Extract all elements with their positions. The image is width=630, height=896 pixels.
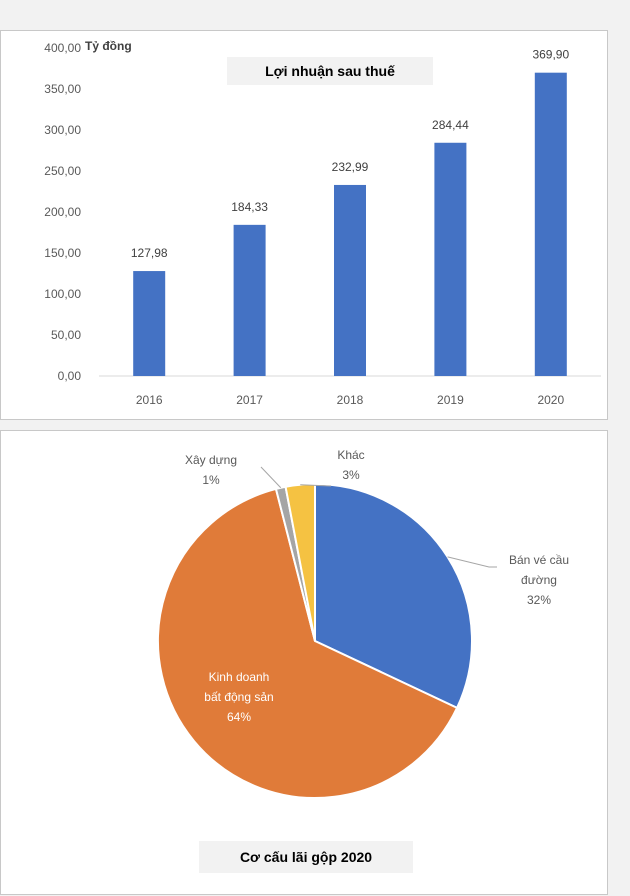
bar-chart-panel: 0,00 50,00 100,00 150,00 200,00 250,00 300,00 3… [0, 30, 608, 420]
pie-percent-label: 64% [227, 710, 251, 724]
pie-slice [157, 487, 459, 799]
pie-percent-label: 1% [202, 473, 220, 487]
bar-chart: 0,00 50,00 100,00 150,00 200,00 250,00 300,00 3… [44, 39, 601, 407]
bar-data-label: 184,33 [231, 200, 268, 214]
pie-category-label: Khác [337, 448, 364, 462]
bar [534, 72, 567, 376]
y-tick-label: 250,00 [44, 164, 81, 178]
bar-data-label: 369,90 [532, 48, 569, 62]
pie-leader-line [300, 484, 332, 487]
bar-data-label: 127,98 [131, 246, 168, 260]
pie-category-label: Kinh doanh [209, 670, 270, 684]
y-tick-label: 0,00 [58, 369, 82, 383]
pie-leader-line [447, 556, 497, 568]
pie-category-label: bất động sản [204, 690, 273, 704]
y-tick-label: 350,00 [44, 82, 81, 96]
x-tick-label: 2018 [337, 393, 364, 407]
pie-percent-label: 32% [527, 593, 551, 607]
pie-slice [314, 482, 473, 710]
bar-data-label: 232,99 [332, 160, 369, 174]
bar [133, 271, 166, 376]
pie-category-label: Xây dựng [185, 453, 237, 467]
pie-slice [284, 482, 316, 642]
bar [233, 224, 266, 376]
y-unit-label: Tỷ đồng [85, 39, 132, 53]
pie-category-label: Bán vé cầu [509, 553, 569, 567]
pie-percent-label: 3% [342, 468, 360, 482]
pie-chart: Bán vé cầu đường 32% Kinh doanh bất động sản… [157, 448, 569, 799]
y-tick-label: 200,00 [44, 205, 81, 219]
y-tick-label: 50,00 [51, 328, 81, 342]
bar-data-label: 284,44 [432, 118, 469, 132]
bar-chart-title: Lợi nhuận sau thuế [227, 57, 433, 85]
pie-category-label: đường [521, 573, 557, 587]
y-tick-label: 150,00 [44, 246, 81, 260]
y-tick-label: 300,00 [44, 123, 81, 137]
bar [434, 142, 467, 376]
pie-chart-title: Cơ cấu lãi gộp 2020 [199, 841, 413, 873]
x-tick-label: 2017 [236, 393, 263, 407]
pie-leader-line [260, 466, 282, 489]
x-tick-label: 2016 [136, 393, 163, 407]
x-tick-label: 2020 [537, 393, 564, 407]
y-tick-label: 400,00 [44, 41, 81, 55]
bar [334, 184, 366, 376]
y-tick-label: 100,00 [44, 287, 81, 301]
x-tick-label: 2019 [437, 393, 464, 407]
pie-chart-panel: Bán vé cầu đường 32% Kinh doanh bất động sản… [0, 430, 608, 895]
